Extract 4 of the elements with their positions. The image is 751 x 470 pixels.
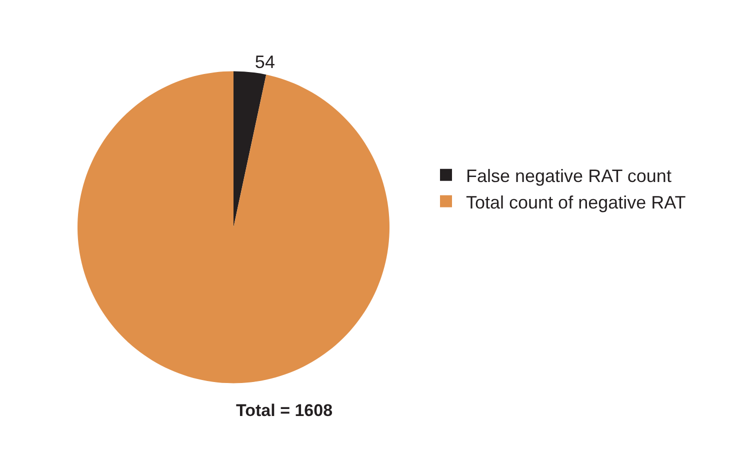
- legend-label: Total count of negative RAT: [466, 192, 686, 212]
- data-label: 54: [254, 52, 275, 72]
- text: Total = 1608: [236, 401, 333, 420]
- legend-label: False negative RAT count: [466, 166, 672, 186]
